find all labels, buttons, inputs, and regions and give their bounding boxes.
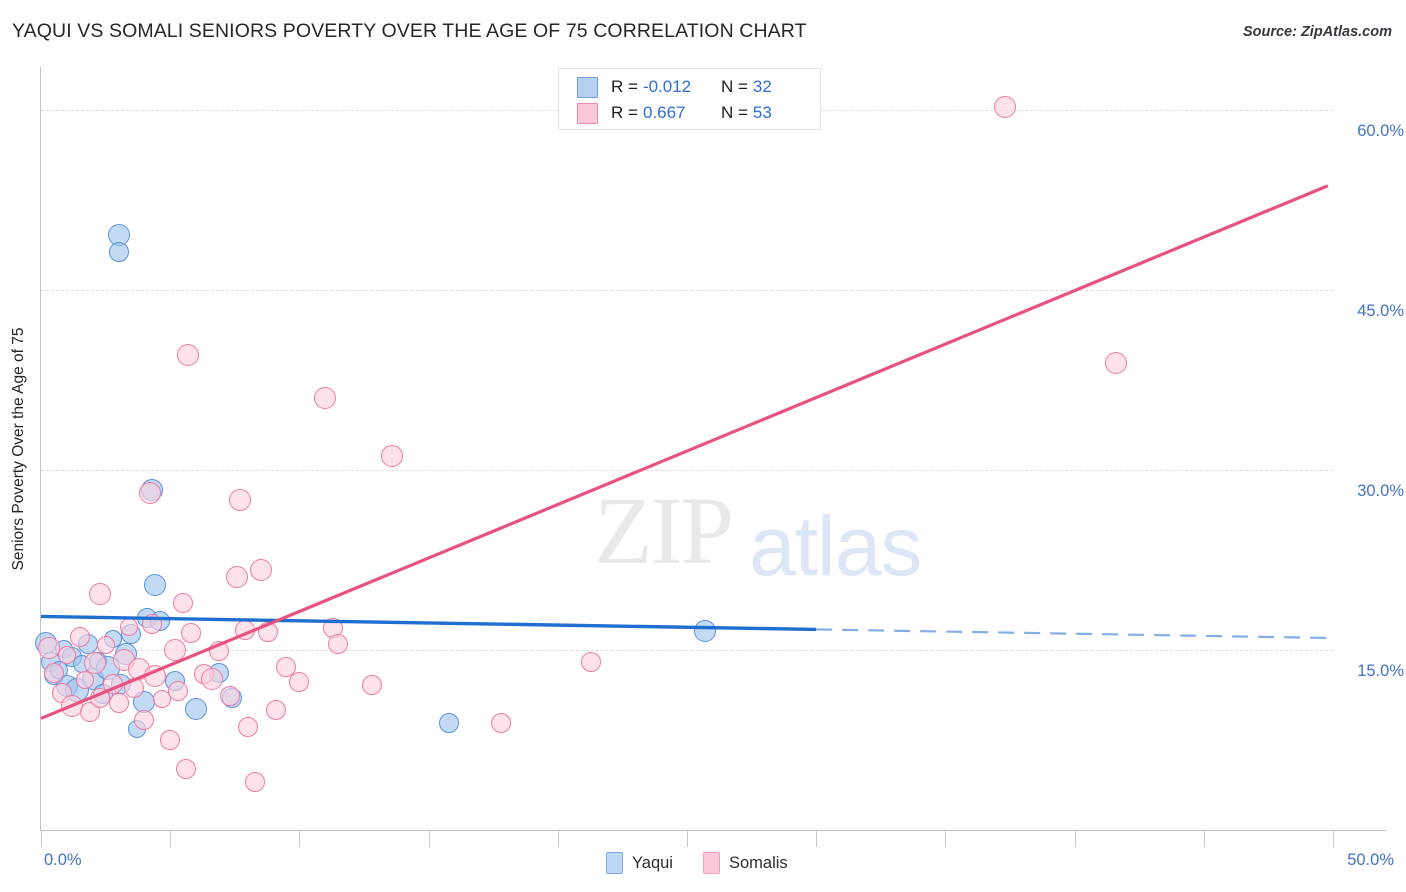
scatter-point-somalis[interactable] bbox=[490, 713, 511, 734]
scatter-point-somalis[interactable] bbox=[180, 623, 201, 644]
correlation-legend: R = -0.012 N = 32 R = 0.667 N = 53 bbox=[558, 68, 821, 130]
scatter-point-somalis[interactable] bbox=[37, 636, 60, 659]
legend-swatch-yaqui bbox=[577, 76, 598, 98]
scatter-point-somalis[interactable] bbox=[328, 634, 349, 655]
series-label-somalis: Somalis bbox=[728, 853, 788, 872]
y-axis-tick-label: 30.0% bbox=[1357, 482, 1404, 501]
x-axis-tick bbox=[816, 830, 818, 847]
x-axis-line bbox=[40, 830, 1386, 831]
watermark-atlas: atlas bbox=[749, 499, 922, 593]
x-axis-tick bbox=[170, 830, 172, 847]
r-label-somalis: R = bbox=[611, 103, 638, 122]
series-legend-item-yaqui[interactable]: Yaqui bbox=[606, 852, 673, 874]
scatter-point-somalis[interactable] bbox=[177, 343, 200, 366]
series-swatch-somalis bbox=[702, 852, 720, 874]
gridline-45.0% bbox=[41, 290, 1333, 292]
scatter-point-somalis[interactable] bbox=[237, 716, 258, 737]
scatter-point-somalis[interactable] bbox=[89, 582, 112, 605]
x-axis-tick bbox=[41, 830, 42, 847]
r-value-yaqui: -0.012 bbox=[642, 77, 692, 96]
scatter-point-somalis[interactable] bbox=[266, 700, 287, 721]
scatter-point-somalis[interactable] bbox=[173, 593, 194, 614]
scatter-point-yaqui[interactable] bbox=[108, 241, 129, 262]
x-axis-tick bbox=[1333, 830, 1334, 847]
page-title: YAQUI VS SOMALI SENIORS POVERTY OVER THE… bbox=[12, 20, 807, 42]
scatter-point-somalis[interactable] bbox=[103, 673, 124, 694]
scatter-point-somalis[interactable] bbox=[245, 772, 266, 792]
correlation-legend-row-somalis: R = 0.667 N = 53 bbox=[577, 100, 772, 126]
scatter-point-somalis[interactable] bbox=[134, 709, 155, 730]
x-axis-tick bbox=[1203, 830, 1205, 847]
scatter-point-somalis[interactable] bbox=[314, 387, 337, 410]
x-axis-tick bbox=[557, 830, 559, 847]
y-axis-title-wrap: Seniors Poverty Over the Age of 75 bbox=[10, 67, 27, 830]
scatter-point-somalis[interactable] bbox=[209, 641, 230, 662]
scatter-point-somalis[interactable] bbox=[43, 662, 64, 683]
x-axis-tick bbox=[687, 830, 688, 847]
y-axis-tick-label: 15.0% bbox=[1357, 662, 1404, 681]
source-attribution: Source: ZipAtlas.com bbox=[1242, 24, 1392, 40]
scatter-point-somalis[interactable] bbox=[164, 639, 187, 662]
x-axis-tick bbox=[428, 830, 430, 847]
scatter-point-somalis[interactable] bbox=[258, 622, 279, 643]
scatter-point-somalis[interactable] bbox=[69, 626, 90, 647]
gridline-30.0% bbox=[41, 470, 1333, 472]
r-value-somalis: 0.667 bbox=[642, 103, 686, 122]
n-label-somalis: N = bbox=[720, 103, 748, 122]
scatter-point-yaqui[interactable] bbox=[185, 697, 208, 720]
n-label-yaqui: N = bbox=[720, 77, 748, 96]
trendlines-layer bbox=[40, 184, 1334, 720]
series-label-yaqui: Yaqui bbox=[632, 853, 673, 872]
series-swatch-yaqui bbox=[606, 852, 623, 874]
scatter-point-somalis[interactable] bbox=[1104, 352, 1127, 375]
watermark: ZIP atlas bbox=[594, 477, 934, 593]
scatter-point-somalis[interactable] bbox=[226, 565, 249, 588]
scatter-point-somalis[interactable] bbox=[200, 667, 223, 690]
scatter-point-yaqui[interactable] bbox=[143, 574, 166, 597]
x-axis-tick bbox=[1074, 830, 1076, 847]
x-axis-tick bbox=[945, 830, 947, 847]
y-axis-title: Seniors Poverty Over the Age of 75 bbox=[10, 327, 27, 570]
scatter-point-somalis[interactable] bbox=[119, 618, 138, 637]
y-axis-tick-label: 45.0% bbox=[1357, 302, 1404, 321]
x-axis-label-min: 0.0% bbox=[44, 851, 82, 869]
plot-area: ZIP atlas bbox=[35, 67, 1334, 830]
x-axis-tick bbox=[299, 830, 301, 847]
scatter-point-somalis[interactable] bbox=[175, 758, 196, 779]
gridline-15.0% bbox=[41, 650, 1333, 652]
correlation-legend-row-yaqui: R = -0.012 N = 32 bbox=[577, 74, 772, 100]
scatter-point-yaqui[interactable] bbox=[694, 619, 717, 642]
series-legend: Yaqui Somalis bbox=[606, 851, 818, 875]
legend-swatch-somalis bbox=[577, 102, 598, 124]
scatter-point-somalis[interactable] bbox=[160, 730, 181, 751]
scatter-point-somalis[interactable] bbox=[138, 481, 161, 504]
scatter-point-yaqui[interactable] bbox=[439, 713, 460, 734]
scatter-point-somalis[interactable] bbox=[993, 95, 1016, 118]
scatter-point-somalis[interactable] bbox=[96, 636, 115, 655]
scatter-point-somalis[interactable] bbox=[219, 685, 240, 706]
n-value-somalis: 53 bbox=[752, 103, 772, 122]
scatter-point-somalis[interactable] bbox=[235, 619, 256, 640]
x-axis-label-max: 50.0% bbox=[1347, 851, 1394, 869]
series-legend-item-somalis[interactable]: Somalis bbox=[702, 852, 788, 874]
trendline-somalis bbox=[40, 184, 1329, 720]
scatter-point-somalis[interactable] bbox=[581, 652, 602, 673]
r-label-yaqui: R = bbox=[611, 77, 638, 96]
trendline-extension-yaqui bbox=[816, 628, 1334, 640]
scatter-point-somalis[interactable] bbox=[57, 645, 76, 664]
scatter-point-somalis[interactable] bbox=[381, 444, 404, 467]
scatter-point-somalis[interactable] bbox=[143, 665, 166, 688]
scatter-point-somalis[interactable] bbox=[75, 671, 94, 690]
y-axis-tick-label: 60.0% bbox=[1357, 122, 1404, 141]
scatter-point-somalis[interactable] bbox=[361, 674, 382, 695]
scatter-point-somalis[interactable] bbox=[142, 613, 163, 634]
scatter-point-somalis[interactable] bbox=[167, 680, 188, 701]
scatter-point-somalis[interactable] bbox=[249, 558, 272, 581]
scatter-point-somalis[interactable] bbox=[228, 489, 251, 512]
scatter-point-somalis[interactable] bbox=[108, 692, 129, 713]
n-value-yaqui: 32 bbox=[752, 77, 772, 96]
scatter-point-somalis[interactable] bbox=[289, 672, 310, 693]
watermark-zip: ZIP bbox=[594, 477, 734, 584]
